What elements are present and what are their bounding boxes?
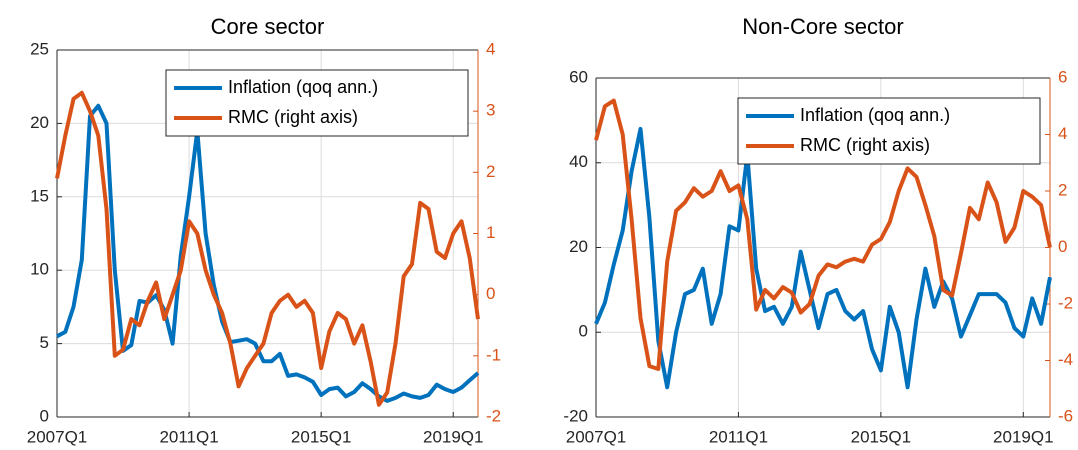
y-tick-label: 5: [40, 333, 49, 352]
x-tick-label: 2011Q1: [709, 427, 768, 446]
x-tick-label: 2019Q1: [993, 427, 1054, 446]
y2-tick-label: 6: [1058, 67, 1067, 86]
y2-tick-label: -1: [486, 345, 501, 364]
series-line: [55, 90, 480, 407]
series-line: [594, 98, 1052, 371]
y2-tick-label: -2: [486, 406, 501, 425]
y2-tick-label: -6: [1058, 406, 1073, 425]
y-tick-label: 60: [569, 67, 588, 86]
y-tick-label: 10: [30, 260, 49, 279]
legend-box: [737, 97, 1041, 165]
y2-tick-label: -4: [1058, 350, 1073, 369]
x-tick-label: 2015Q1: [291, 427, 352, 446]
y-tick-label: 25: [30, 39, 49, 58]
chart-title: Core sector: [211, 14, 325, 39]
x-tick-label: 2007Q1: [566, 427, 627, 446]
y-tick-label: 0: [40, 406, 49, 425]
legend-box: [165, 69, 469, 137]
x-tick-label: 2015Q1: [851, 427, 912, 446]
legend-label: RMC (right axis): [800, 135, 930, 155]
legend-label: Inflation (qoq ann.): [228, 77, 378, 97]
y-tick-label: 15: [30, 186, 49, 205]
legend-label: RMC (right axis): [228, 107, 358, 127]
chart-title: Non-Core sector: [742, 14, 903, 39]
y2-tick-label: 4: [1058, 124, 1067, 143]
y-tick-label: 0: [579, 322, 588, 341]
legend-label: Inflation (qoq ann.): [800, 105, 950, 125]
y2-tick-label: 0: [1058, 237, 1067, 256]
y2-tick-label: 0: [486, 284, 495, 303]
series-line: [594, 126, 1052, 390]
y2-tick-label: 2: [486, 162, 495, 181]
x-tick-label: 2019Q1: [423, 427, 484, 446]
x-tick-label: 2011Q1: [159, 427, 218, 446]
y-tick-label: 40: [569, 152, 588, 171]
y2-tick-label: 1: [486, 223, 495, 242]
y2-tick-label: 4: [486, 39, 495, 58]
y2-tick-label: -2: [1058, 293, 1073, 312]
series-line: [56, 103, 480, 403]
y-tick-label: 20: [30, 113, 49, 132]
y-tick-label: 20: [569, 237, 588, 256]
y2-tick-label: 3: [486, 101, 495, 120]
y-tick-label: -20: [563, 406, 588, 425]
x-tick-label: 2007Q1: [27, 427, 88, 446]
y2-tick-label: 2: [1058, 180, 1067, 199]
